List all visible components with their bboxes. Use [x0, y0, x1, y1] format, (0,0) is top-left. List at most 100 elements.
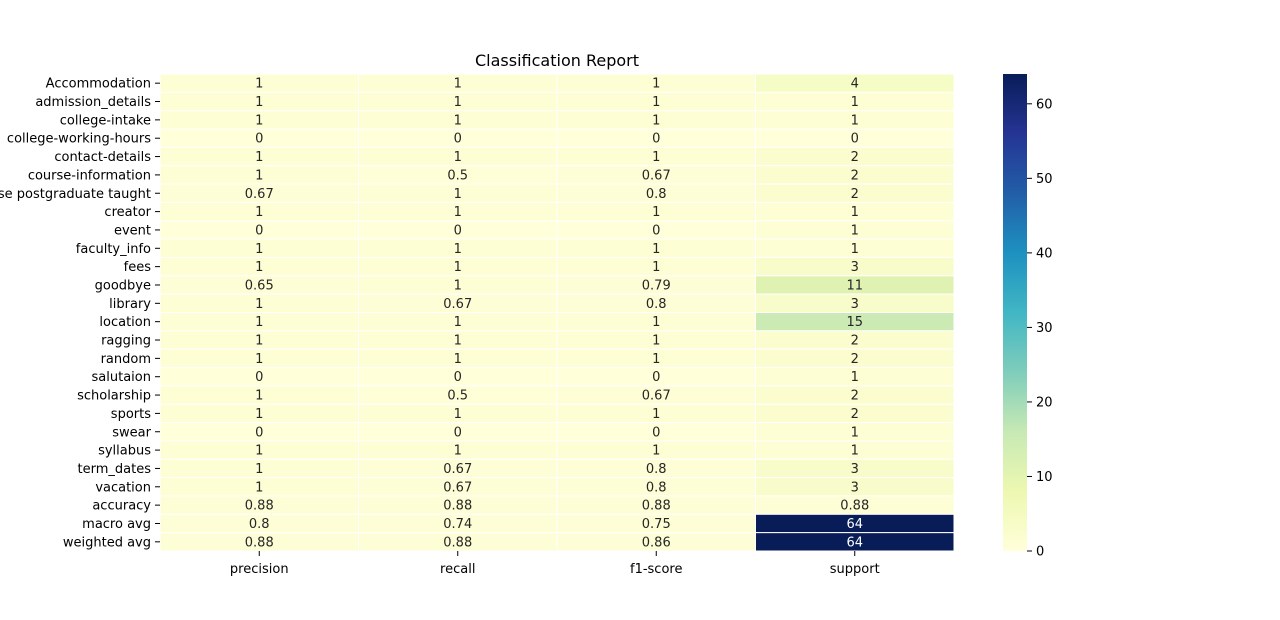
cell-value-label: 1: [255, 77, 263, 92]
row-label: syllabus: [98, 444, 151, 459]
cell-value-label: 1: [454, 150, 462, 165]
cell-value-label: 1: [652, 242, 660, 257]
row-label: scholarship: [77, 389, 151, 404]
cell-value-label: 0.65: [245, 278, 274, 293]
cell-value-label: 2: [851, 150, 859, 165]
row-label: vacation: [95, 480, 151, 495]
cell-value-label: 0.88: [245, 535, 274, 550]
row-label: Accommodation: [46, 77, 151, 92]
row-label: contact-details: [54, 150, 151, 165]
cell-value-label: 1: [652, 334, 660, 349]
cell-value-label: 64: [846, 517, 863, 532]
row-label: course postgraduate taught: [0, 187, 151, 202]
cell-value-label: 0.8: [646, 480, 667, 495]
cell-value-label: 1: [851, 444, 859, 459]
cell-value-label: 0.88: [840, 499, 869, 514]
cell-value-label: 3: [851, 480, 859, 495]
cell-value-label: 1: [652, 444, 660, 459]
cell-value-label: 1: [851, 223, 859, 238]
cell-value-label: 1: [454, 242, 462, 257]
cell-value-label: 2: [851, 168, 859, 183]
cell-value-label: 1: [255, 462, 263, 477]
colorbar-tick-label: 50: [1036, 172, 1053, 187]
row-label: swear: [112, 425, 151, 440]
cell-value-label: 1: [652, 95, 660, 110]
cell-value-label: 1: [255, 242, 263, 257]
cell-value-label: 2: [851, 352, 859, 367]
colorbar-gradient: [1003, 74, 1027, 551]
row-label: course-information: [28, 168, 151, 183]
row-label: ragging: [101, 334, 151, 349]
cell-value-label: 1: [652, 205, 660, 220]
row-label: fees: [124, 260, 152, 275]
column-label: precision: [230, 562, 289, 577]
cell-value-label: 0.88: [443, 535, 472, 550]
cell-value-label: 2: [851, 187, 859, 202]
cell-value-label: 0: [255, 425, 263, 440]
cell-value-label: 1: [255, 480, 263, 495]
column-label: support: [830, 562, 880, 577]
cell-value-label: 0.67: [245, 187, 274, 202]
cell-value-label: 0.88: [443, 499, 472, 514]
cell-value-label: 0: [454, 223, 462, 238]
cell-value-label: 0: [255, 223, 263, 238]
cell-value-label: 0: [454, 132, 462, 147]
cell-value-label: 1: [454, 77, 462, 92]
colorbar-tick-label: 40: [1036, 246, 1053, 261]
cell-value-label: 0: [652, 370, 660, 385]
cell-value-label: 1: [454, 278, 462, 293]
row-label: college-intake: [60, 113, 151, 128]
row-label: macro avg: [82, 517, 151, 532]
colorbar: 0 10 20 30 40 50 60: [1003, 74, 1053, 560]
cell-value-label: 1: [652, 260, 660, 275]
cell-value-label: 1: [454, 407, 462, 422]
cell-value-label: 0: [652, 425, 660, 440]
cell-value-label: 1: [255, 352, 263, 367]
cell-value-label: 1: [652, 315, 660, 330]
colorbar-tick-label: 30: [1036, 321, 1053, 336]
cell-value-label: 2: [851, 407, 859, 422]
cell-value-label: 0: [851, 132, 859, 147]
cell-value-label: 1: [454, 334, 462, 349]
cell-value-label: 1: [255, 205, 263, 220]
row-label: event: [114, 223, 151, 238]
cell-value-label: 1: [652, 352, 660, 367]
cell-value-label: 0.5: [447, 389, 468, 404]
cell-value-label: 0.8: [249, 517, 270, 532]
cell-value-label: 1: [454, 260, 462, 275]
row-label: term_dates: [78, 462, 152, 477]
cell-value-label: 1: [255, 113, 263, 128]
cell-value-label: 0.67: [443, 297, 472, 312]
cell-value-label: 1: [851, 113, 859, 128]
cell-value-label: 0.67: [642, 389, 671, 404]
row-label: location: [99, 315, 151, 330]
cell-value-label: 1: [851, 425, 859, 440]
cell-value-label: 1: [255, 334, 263, 349]
column-label: recall: [440, 562, 475, 577]
cell-value-label: 0: [454, 370, 462, 385]
colorbar-tick-label: 60: [1036, 97, 1053, 112]
heatmap-cells: 1 1 1 41 1 1 11 1 1 10 0 0 01 1 1 21 0.5 0.67 20.67 1 0.8 21 1…: [159, 73, 955, 552]
cell-value-label: 3: [851, 462, 859, 477]
cell-value-label: 0.67: [443, 480, 472, 495]
cell-value-label: 1: [255, 315, 263, 330]
row-label: college-working-hours: [7, 132, 151, 147]
cell-value-label: 0.88: [245, 499, 274, 514]
cell-value-label: 1: [652, 113, 660, 128]
chart-title: Classification Report: [475, 51, 639, 70]
cell-value-label: 0.5: [447, 168, 468, 183]
cell-value-label: 1: [851, 242, 859, 257]
cell-value-label: 1: [255, 297, 263, 312]
cell-value-label: 1: [454, 352, 462, 367]
cell-value-label: 1: [255, 168, 263, 183]
cell-value-label: 0.67: [443, 462, 472, 477]
row-label: goodbye: [95, 278, 151, 293]
cell-value-label: 0.8: [646, 297, 667, 312]
row-label: admission_details: [35, 95, 151, 110]
cell-value-label: 0: [255, 370, 263, 385]
cell-value-label: 1: [255, 150, 263, 165]
cell-value-label: 0.86: [642, 535, 671, 550]
column-label: f1-score: [630, 562, 682, 577]
cell-value-label: 0: [652, 223, 660, 238]
